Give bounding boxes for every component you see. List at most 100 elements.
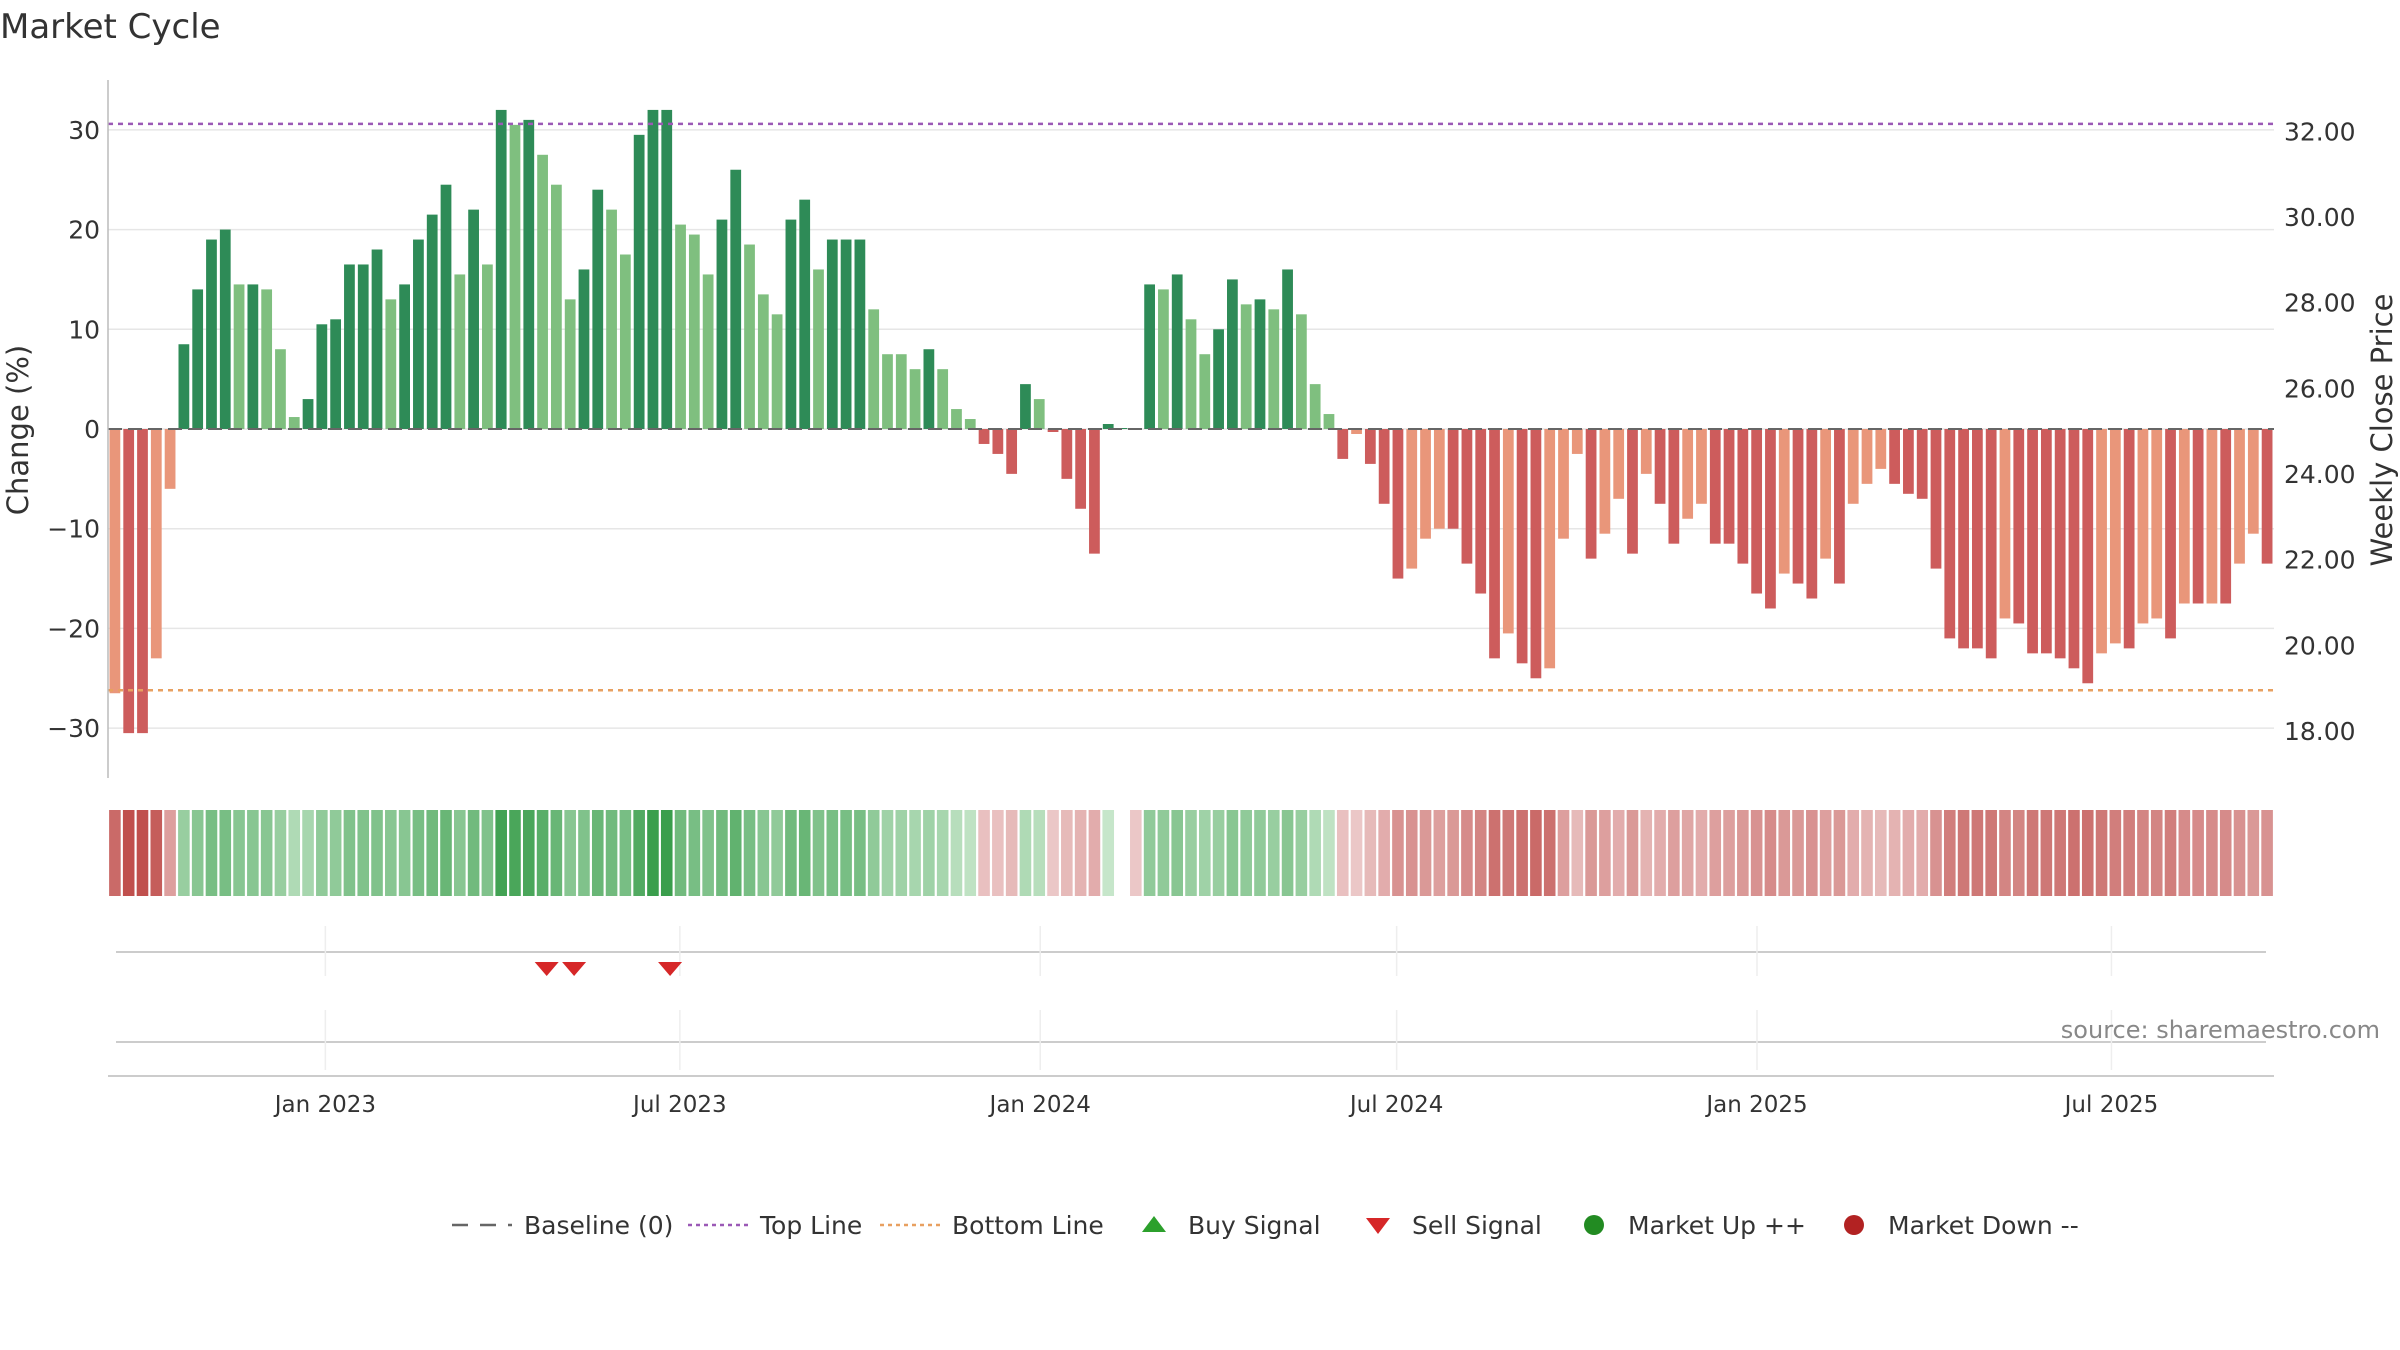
bar	[826, 239, 838, 429]
bar	[1075, 429, 1087, 509]
bar	[509, 124, 521, 429]
legend-sell-icon	[1366, 1218, 1390, 1234]
heat-cell	[1212, 810, 1225, 896]
bar	[661, 109, 673, 430]
heat-cell	[1323, 810, 1335, 896]
heat-cell	[1447, 810, 1459, 896]
bar	[895, 354, 907, 429]
legend-label: Market Up ++	[1628, 1211, 1806, 1240]
y2-tick-label: 30.00	[2284, 203, 2356, 232]
heat-cell	[1047, 810, 1059, 896]
heat-cell	[936, 810, 949, 896]
x-tick-label: Jul 2024	[1348, 1092, 1444, 1118]
heat-cell	[1957, 810, 1970, 896]
bar	[1875, 429, 1887, 469]
heat-cell	[1668, 810, 1680, 896]
bar	[1847, 429, 1859, 504]
heat-cell	[1364, 810, 1377, 896]
reference-lines	[108, 122, 2274, 692]
bar	[1420, 429, 1431, 539]
bar	[1364, 429, 1376, 464]
legend-label: Baseline (0)	[524, 1211, 673, 1240]
heat-cell	[550, 810, 563, 896]
bar	[1530, 429, 1542, 679]
heat-cell	[688, 810, 701, 896]
bar	[1668, 429, 1680, 544]
heat-cell	[260, 810, 273, 896]
bar	[1102, 424, 1114, 429]
bar	[2151, 429, 2163, 619]
bar	[1489, 429, 1500, 659]
bar	[261, 289, 273, 429]
bar	[123, 429, 135, 734]
heat-cell	[1074, 810, 1087, 896]
legend-item: Sell Signal	[1366, 1211, 1542, 1240]
heat-cell	[2206, 810, 2218, 896]
heat-cell	[2219, 810, 2232, 896]
bar	[219, 229, 231, 429]
heat-cell	[1502, 810, 1515, 896]
bar	[1185, 319, 1197, 429]
heat-cell	[454, 810, 466, 896]
legend-item: Bottom Line	[880, 1211, 1104, 1240]
bar	[344, 264, 355, 429]
heat-cell	[2095, 810, 2108, 896]
heat-cell	[1640, 810, 1653, 896]
bar	[840, 239, 852, 429]
y-tick-label: 10	[68, 315, 100, 344]
heat-cell	[440, 810, 452, 896]
y-tick-label: 30	[68, 116, 100, 145]
bar	[1765, 429, 1776, 609]
heat-cell	[1461, 810, 1473, 896]
y-axis-label: Change (%)	[1, 345, 35, 515]
bar	[233, 284, 245, 429]
heat-cell	[1171, 810, 1183, 896]
bar	[1295, 314, 1307, 429]
bar	[371, 249, 383, 429]
bar	[1682, 429, 1694, 519]
legend-circle-icon	[1844, 1215, 1864, 1235]
heat-cell	[840, 810, 852, 896]
bar	[2234, 429, 2245, 564]
heat-cell	[1226, 810, 1239, 896]
bar-series	[109, 109, 2273, 734]
heat-cell	[1585, 810, 1597, 896]
bar	[1406, 429, 1418, 569]
heat-cell	[895, 810, 908, 896]
bar	[675, 224, 686, 429]
bar	[1392, 429, 1404, 579]
bar	[1337, 429, 1349, 459]
bar	[633, 134, 645, 430]
heat-cell	[2261, 810, 2273, 896]
heat-cell	[647, 810, 659, 896]
heat-cell	[316, 810, 328, 896]
heat-cell	[1474, 810, 1487, 896]
heat-cell	[426, 810, 439, 896]
sell-signal-marker	[562, 962, 587, 976]
sell-signal-marker	[534, 962, 559, 976]
legend-label: Buy Signal	[1188, 1211, 1321, 1240]
x-tick-label: Jul 2025	[2063, 1092, 2159, 1118]
heat-cell	[2081, 810, 2094, 896]
bar	[744, 244, 755, 429]
heat-cell	[509, 810, 521, 896]
heat-cell	[150, 810, 163, 896]
bar	[964, 419, 976, 429]
bar	[619, 254, 631, 429]
heat-cell	[1516, 810, 1528, 896]
bar	[1709, 429, 1721, 544]
heat-strip	[109, 810, 2273, 896]
heat-cell	[371, 810, 383, 896]
legend-item: Market Down --	[1844, 1211, 2079, 1240]
bar	[1958, 429, 1969, 649]
heat-cell	[2123, 810, 2135, 896]
heat-cell	[136, 810, 149, 896]
bar	[923, 349, 935, 429]
heat-cell	[785, 810, 797, 896]
bar	[1944, 429, 1956, 639]
heat-cell	[233, 810, 245, 896]
bar	[523, 119, 535, 429]
heat-cell	[1019, 810, 1032, 896]
legend-buy-icon	[1142, 1216, 1166, 1232]
